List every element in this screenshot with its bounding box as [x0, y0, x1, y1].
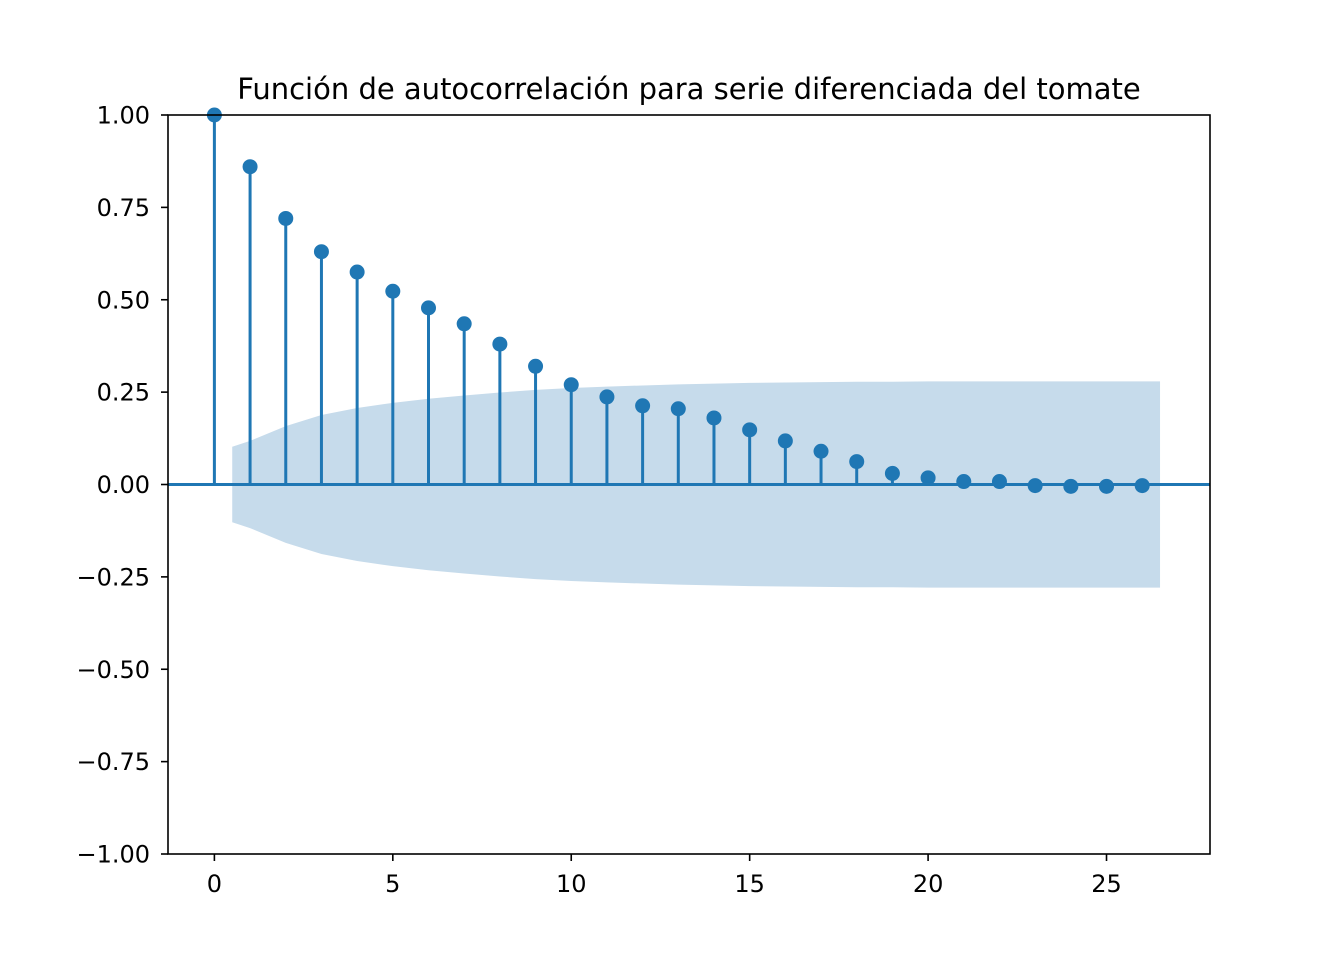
- x-tick-label: 20: [913, 870, 944, 898]
- point-lag-4: [349, 264, 365, 280]
- point-lag-1: [242, 159, 258, 175]
- point-lag-7: [456, 316, 472, 332]
- y-tick-label: −0.50: [76, 656, 150, 684]
- point-lag-11: [599, 389, 615, 405]
- y-axis-ticks: 1.00 0.75 0.50 0.25 0.00 −0.25 −0.50 −0.75 −1.00: [76, 102, 168, 869]
- y-tick-label: −0.75: [76, 748, 150, 776]
- point-lag-21: [956, 474, 972, 490]
- x-tick-label: 0: [207, 870, 222, 898]
- point-lag-10: [563, 377, 579, 393]
- y-tick-label: −0.25: [76, 563, 150, 591]
- x-tick-label: 5: [385, 870, 400, 898]
- point-lag-15: [742, 422, 758, 438]
- point-lag-17: [813, 443, 829, 459]
- y-tick-label: 1.00: [97, 102, 150, 130]
- x-axis-ticks: 0 5 10 15 20 25: [207, 854, 1122, 898]
- x-tick-label: 15: [734, 870, 765, 898]
- x-tick-label: 10: [556, 870, 587, 898]
- point-lag-2: [278, 210, 294, 226]
- y-tick-label: 0.50: [97, 286, 150, 314]
- point-lag-23: [1027, 478, 1043, 494]
- x-tick-label: 25: [1091, 870, 1122, 898]
- point-lag-24: [1063, 478, 1079, 494]
- point-lag-20: [920, 470, 936, 486]
- point-lag-18: [849, 454, 865, 470]
- point-lag-25: [1099, 478, 1115, 494]
- y-tick-label: 0.75: [97, 194, 150, 222]
- point-lag-8: [492, 336, 508, 352]
- point-lag-19: [884, 465, 900, 481]
- y-tick-label: −1.00: [76, 841, 150, 869]
- point-lag-22: [991, 474, 1007, 490]
- y-tick-label: 0.25: [97, 379, 150, 407]
- point-lag-16: [777, 433, 793, 449]
- y-tick-label: 0.00: [97, 471, 150, 499]
- point-lag-5: [385, 283, 401, 299]
- point-lag-6: [421, 300, 436, 316]
- point-lag-26: [1134, 478, 1150, 494]
- point-lag-13: [670, 401, 686, 417]
- chart-title: Función de autocorrelación para serie di…: [237, 72, 1140, 106]
- point-lag-14: [706, 410, 722, 426]
- markers-layer: [206, 107, 1150, 494]
- point-lag-3: [313, 244, 329, 260]
- point-lag-12: [635, 398, 651, 414]
- point-lag-9: [528, 358, 544, 374]
